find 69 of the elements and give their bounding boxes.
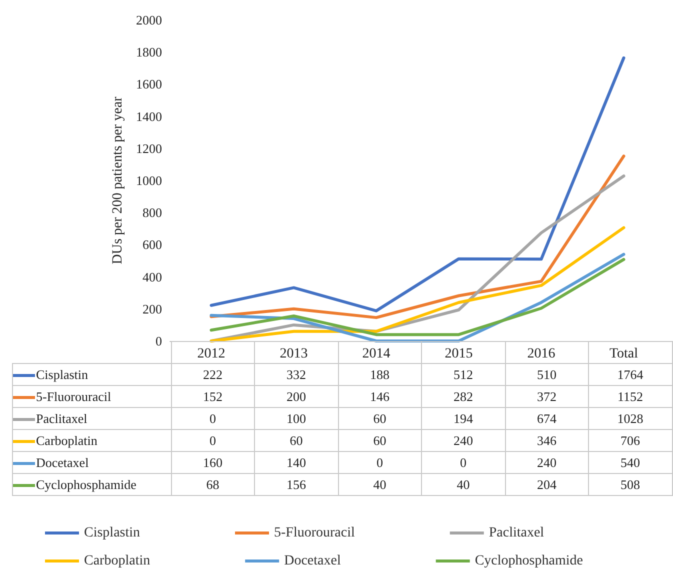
y-axis-title: DUs per 200 patients per year	[110, 96, 126, 264]
y-tick-label: 1400	[136, 108, 162, 124]
data-label: 1028	[588, 408, 672, 430]
y-tick-label: 1200	[136, 140, 162, 156]
text: Carboplatin	[84, 554, 150, 568]
data-label: 1764	[588, 364, 672, 386]
line-series	[210, 154, 626, 320]
x-tick-label: 2015	[444, 346, 473, 362]
y-tick-label: 800	[142, 205, 162, 220]
data-label: 160	[171, 452, 254, 474]
y-tick-label: 1000	[136, 173, 162, 188]
legend-label: Docetaxel	[12, 452, 171, 474]
data-label: 508	[588, 474, 672, 496]
data-label: 512	[422, 364, 505, 386]
y-tick-label: 0	[156, 334, 162, 348]
line-series	[210, 56, 626, 312]
data-label: 0	[422, 452, 505, 474]
data-label: 60	[338, 408, 422, 430]
data-label: 40	[422, 474, 505, 496]
data-label: 1152	[588, 386, 672, 408]
data-label: 0	[171, 430, 254, 452]
data-label: 152	[171, 386, 254, 408]
data-label: 0	[171, 408, 254, 430]
text: Paclitaxel	[488, 526, 544, 540]
data-label: 140	[254, 452, 338, 474]
data-label: 240	[505, 452, 588, 474]
data-label: 674	[505, 408, 588, 430]
text: 5-Fluorouracil	[274, 526, 355, 540]
x-tick-label: 2014	[362, 346, 390, 362]
text: Cyclophosphamide	[474, 554, 583, 568]
legend-label: Paclitaxel	[12, 408, 171, 430]
data-label: 60	[338, 430, 422, 452]
data-label: 146	[338, 386, 422, 408]
data-label: 332	[254, 364, 338, 386]
y-tick-label: 1600	[136, 76, 162, 92]
data-label: 188	[338, 364, 422, 386]
data-label: 156	[254, 474, 338, 496]
y-tick-label: 1800	[136, 44, 162, 60]
line-series	[210, 226, 626, 342]
data-label: 706	[588, 430, 672, 452]
text: Cisplastin	[84, 526, 140, 540]
data-label: 346	[505, 430, 588, 452]
data-label: 240	[422, 430, 505, 452]
data-label: 200	[254, 386, 338, 408]
legend-label: Carboplatin	[12, 430, 171, 452]
y-tick-label: 200	[142, 301, 162, 316]
data-label: 194	[422, 408, 505, 430]
data-label: 204	[505, 474, 588, 496]
legend-label: Cisplastin	[12, 364, 171, 386]
x-tick-label: 2013	[280, 346, 308, 362]
data-label: 40	[338, 474, 422, 496]
data-label: 60	[254, 430, 338, 452]
x-tick-label: 2012	[197, 346, 226, 362]
data-label: 100	[254, 408, 338, 430]
x-tick-label: Total	[609, 346, 638, 362]
data-label: 222	[171, 364, 254, 386]
y-tick-label: 400	[142, 269, 162, 284]
legend-label: Cyclophosphamide	[12, 474, 171, 496]
data-label: 282	[422, 386, 505, 408]
y-tick-label: 600	[142, 237, 162, 252]
y-tick-label: 2000	[136, 12, 162, 28]
data-label: 510	[505, 364, 588, 386]
data-label: 372	[505, 386, 588, 408]
data-label: 68	[171, 474, 254, 496]
text: Docetaxel	[284, 554, 341, 568]
data-label: 540	[588, 452, 672, 474]
legend-label: 5-Fluorouracil	[12, 386, 171, 408]
x-tick-label: 2016	[527, 346, 556, 362]
data-label: 0	[338, 452, 422, 474]
